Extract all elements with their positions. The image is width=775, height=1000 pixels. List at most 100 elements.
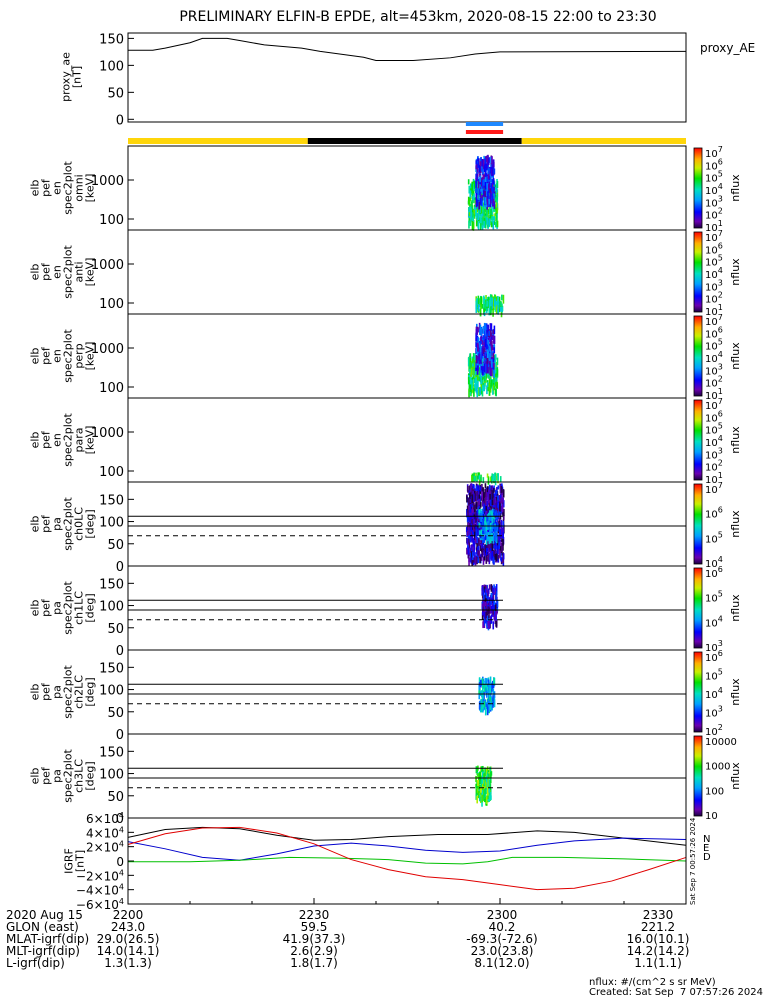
- spectrogram-pixel: [491, 164, 494, 170]
- spectrogram-pixel: [490, 614, 493, 624]
- spectrogram-pixel: [483, 685, 486, 692]
- spectrogram-pixel: [484, 168, 487, 177]
- colorbar-tick-label: 100: [705, 786, 724, 797]
- spectrogram-pixel: [490, 306, 492, 314]
- spectrogram-pixel: [491, 499, 494, 506]
- spectrogram-pixel: [486, 345, 489, 350]
- spectrogram-pixel: [502, 520, 505, 528]
- spectrogram-pixel: [480, 690, 483, 697]
- spectrogram-pixel: [479, 342, 481, 348]
- spectrogram-pixel: [495, 543, 498, 549]
- spectrogram-pixel: [488, 543, 491, 549]
- spectrogram-pixel: [477, 791, 480, 799]
- colorbar: [693, 147, 703, 229]
- spectrogram-pixel: [487, 340, 490, 347]
- spectrogram-pixel: [473, 502, 475, 510]
- spectrogram-pixel: [475, 219, 478, 227]
- spectrogram-pixel: [483, 331, 486, 340]
- spectrogram-pixel: [492, 683, 495, 689]
- spectrogram-pixel: [495, 509, 497, 517]
- colorbar-tick-label: 107: [705, 229, 723, 244]
- spectrogram-pixel: [471, 486, 473, 495]
- spectrogram-pixel: [485, 506, 488, 511]
- spectrogram-pixel: [470, 558, 473, 564]
- spectrogram-pixel: [495, 296, 498, 305]
- spectrogram-pixel: [492, 304, 495, 311]
- spectrogram-pixel: [481, 519, 483, 527]
- spectrogram-pixel: [476, 536, 478, 544]
- spectrogram-pixel: [498, 511, 501, 516]
- spectrogram-pixel: [489, 477, 492, 482]
- spectrogram-ylabel: elbpefenspec2plotpara[keV]: [29, 413, 97, 467]
- spectrogram-pixel: [475, 775, 477, 783]
- spectrogram-pixel: [481, 706, 483, 713]
- spectrogram-pixel: [493, 344, 496, 354]
- spectrogram-pixel: [471, 544, 474, 553]
- proxy-ae-panel: 150 100 50 0 proxy_ae[nT] proxy_AE: [60, 32, 756, 128]
- spectrogram-pixel: [468, 492, 471, 500]
- spectrogram-pixel: [469, 483, 472, 492]
- spectrogram-pixel: [490, 167, 492, 174]
- spectrogram-pixel: [486, 176, 489, 182]
- spectrogram-pixel: [488, 787, 490, 793]
- spectrogram-pixel: [482, 531, 484, 537]
- spectrogram-pixel: [484, 517, 487, 524]
- spectrogram-ylabel-line: en: [51, 433, 64, 447]
- spectrogram-tick-label: 50: [107, 706, 124, 721]
- spectrogram-pixel: [483, 210, 485, 216]
- spectrogram-pixel: [496, 357, 499, 365]
- spectrogram-pixel: [491, 536, 494, 542]
- spectrogram-pixel: [492, 336, 495, 344]
- spectrogram-pixel: [486, 500, 489, 510]
- spectrogram-ylabel-line: spec2plot: [62, 749, 75, 803]
- spectrogram-pixel: [491, 367, 493, 377]
- colorbar-tick-label: 10000: [705, 737, 737, 748]
- spectrogram-ylabel: elbpefenspec2plotomni[keV]: [29, 161, 97, 215]
- spectrogram-pixel: [476, 767, 479, 775]
- spectrogram-pixel: [474, 488, 477, 494]
- spectrogram-pixel: [468, 212, 471, 217]
- spectrogram-pixel: [485, 371, 488, 379]
- spectrogram-pixel: [499, 546, 502, 553]
- spectrogram-pixel: [484, 777, 487, 784]
- spectrogram-pixel: [471, 558, 473, 567]
- spectrogram-pixel: [483, 307, 486, 313]
- spectrogram-pixel: [492, 612, 495, 617]
- spectrogram-pixel: [492, 363, 494, 370]
- spectrogram-ylabel: elbpefpaspec2plotch0LC[deg]: [29, 497, 97, 551]
- spectrogram-pixel: [483, 359, 486, 365]
- spectrogram-pixel: [478, 530, 481, 537]
- spectrogram-pixel: [477, 337, 480, 345]
- spectrogram-pixel: [477, 472, 479, 479]
- spectrogram-pixel: [480, 381, 483, 389]
- spectrogram-pixel: [484, 220, 487, 229]
- footer-row-value: 14.2(14.2): [626, 944, 690, 958]
- spectrogram-pixel: [487, 355, 490, 362]
- colorbar: [693, 567, 703, 649]
- spectrogram-pixel: [478, 522, 481, 528]
- footer-row-value: 2.6(2.9): [290, 944, 338, 958]
- spectrogram-ylabel-line: elb: [29, 768, 42, 785]
- spectrogram-pixel: [477, 213, 480, 221]
- spectrogram-pixel: [494, 194, 497, 203]
- spectrogram-pixel: [475, 485, 478, 492]
- spectrogram-pixel: [484, 496, 487, 506]
- colorbar-label: nflux: [729, 762, 742, 790]
- spectrogram-pixel: [496, 532, 498, 538]
- spectrogram-pixel: [478, 782, 480, 790]
- spectrogram-pixel: [490, 593, 493, 598]
- spectrogram-pixel: [495, 202, 498, 208]
- igrf-legend-D: D: [703, 852, 711, 863]
- spectrogram-pixel: [493, 168, 496, 175]
- proxy-ae-tick-label: 0: [116, 113, 124, 128]
- spectrogram-pixel: [480, 553, 483, 560]
- spectrogram-pixel: [483, 295, 485, 305]
- spectrogram-pixel: [493, 325, 496, 335]
- spectrogram-tick-label: 100: [99, 684, 124, 699]
- spectrogram-pixel: [473, 388, 475, 397]
- spectrogram-pixel: [482, 190, 485, 197]
- spectrogram-pixel: [479, 772, 481, 781]
- spectrogram-pixel: [488, 218, 491, 227]
- spectrogram-pixel: [478, 211, 480, 216]
- spectrogram-pixel: [481, 209, 484, 217]
